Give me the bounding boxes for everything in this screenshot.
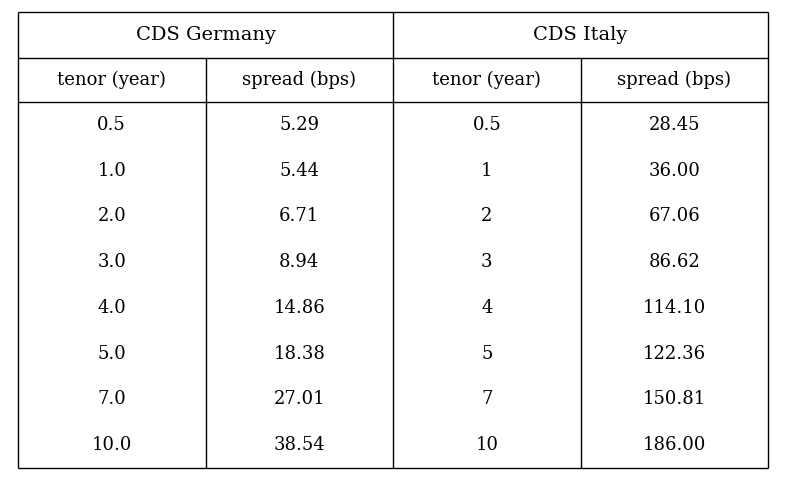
Text: 8.94: 8.94: [279, 253, 319, 271]
Text: 0.5: 0.5: [97, 116, 126, 134]
Text: 4.0: 4.0: [97, 299, 126, 317]
Text: 67.06: 67.06: [648, 207, 700, 226]
Text: 27.01: 27.01: [274, 390, 325, 408]
Text: 5.29: 5.29: [279, 116, 319, 134]
Text: 86.62: 86.62: [648, 253, 700, 271]
Text: 10.0: 10.0: [91, 436, 132, 454]
Text: 150.81: 150.81: [643, 390, 706, 408]
Text: 10: 10: [476, 436, 498, 454]
Text: 5.44: 5.44: [279, 162, 319, 180]
Text: 7: 7: [481, 390, 493, 408]
Text: 122.36: 122.36: [643, 345, 706, 362]
Text: 114.10: 114.10: [643, 299, 706, 317]
Text: tenor (year): tenor (year): [432, 71, 542, 89]
Text: 18.38: 18.38: [274, 345, 325, 362]
Text: 28.45: 28.45: [648, 116, 700, 134]
Text: CDS Germany: CDS Germany: [135, 26, 276, 44]
Text: 14.86: 14.86: [274, 299, 325, 317]
Text: 4: 4: [481, 299, 493, 317]
Text: 7.0: 7.0: [97, 390, 126, 408]
Text: 1.0: 1.0: [97, 162, 127, 180]
Text: 3.0: 3.0: [97, 253, 127, 271]
Text: 2: 2: [481, 207, 493, 226]
Text: spread (bps): spread (bps): [617, 71, 731, 89]
Text: spread (bps): spread (bps): [242, 71, 356, 89]
Text: CDS Italy: CDS Italy: [534, 26, 628, 44]
Text: 38.54: 38.54: [274, 436, 325, 454]
Text: 0.5: 0.5: [472, 116, 501, 134]
Text: 6.71: 6.71: [279, 207, 319, 226]
Text: 5.0: 5.0: [97, 345, 126, 362]
Text: 1: 1: [481, 162, 493, 180]
Text: 2.0: 2.0: [97, 207, 126, 226]
Text: 36.00: 36.00: [648, 162, 700, 180]
Text: 3: 3: [481, 253, 493, 271]
Text: tenor (year): tenor (year): [57, 71, 166, 89]
Text: 186.00: 186.00: [643, 436, 706, 454]
Text: 5: 5: [481, 345, 493, 362]
